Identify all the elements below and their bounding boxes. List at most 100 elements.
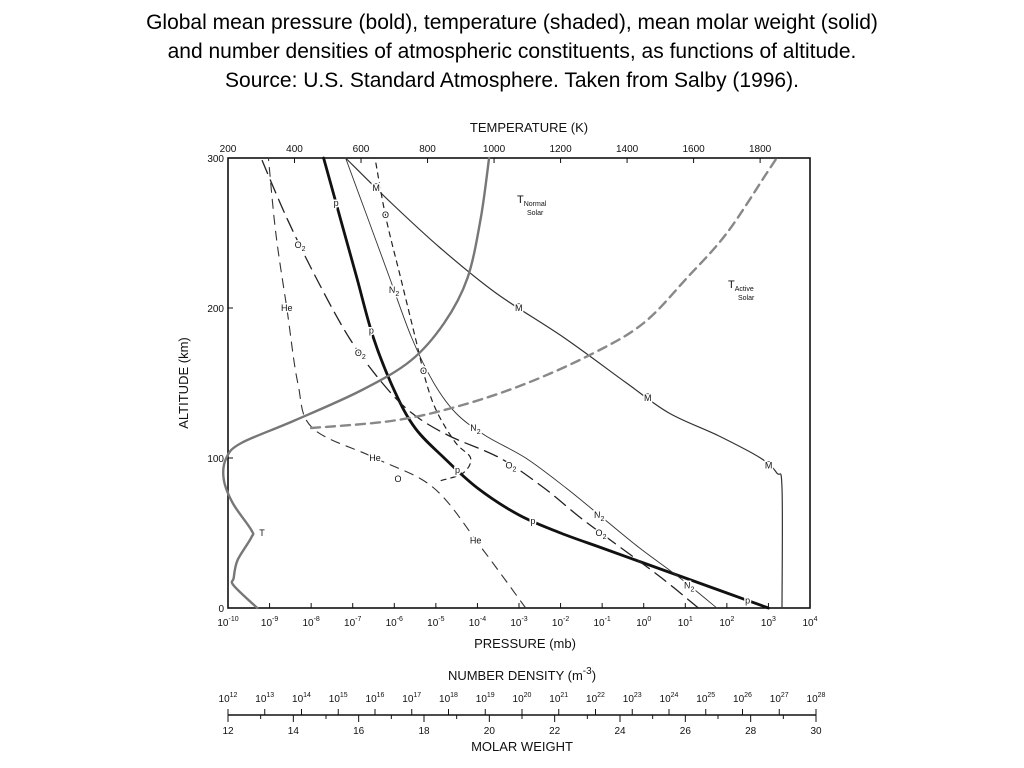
curve-n2 xyxy=(345,157,718,609)
density-tick-label: 1026 xyxy=(733,692,752,705)
curve-he xyxy=(267,157,527,609)
top-axis-title: TEMPERATURE (K) xyxy=(470,120,588,135)
label-t-active-solar-line2: Solar xyxy=(738,295,755,302)
label-o-low: O xyxy=(394,474,401,484)
label-n2: N2 xyxy=(684,581,695,594)
density-tick-label: 1022 xyxy=(586,692,605,705)
density-tick-label: 1027 xyxy=(770,692,789,705)
pressure-tick-label: 10-1 xyxy=(593,616,610,629)
pressure-tick-label: 10-9 xyxy=(261,616,278,629)
pressure-tick-label: 10-8 xyxy=(302,616,319,629)
label-p: p xyxy=(455,465,460,475)
molar-tick-label: 16 xyxy=(353,726,365,737)
label-n2: N2 xyxy=(594,510,605,523)
label-t-normal-solar: TNormal xyxy=(517,194,547,208)
molar-tick-label: 20 xyxy=(484,726,496,737)
molar-tick-label: 14 xyxy=(288,726,300,737)
top-tick-label: 1200 xyxy=(549,144,572,155)
density-tick-label: 1019 xyxy=(476,692,495,705)
label-p: p xyxy=(530,516,535,526)
molar-tick-label: 18 xyxy=(418,726,430,737)
label-he: He xyxy=(281,303,293,313)
curve-o xyxy=(374,157,472,482)
left-tick-label: 300 xyxy=(207,154,224,165)
molar-tick-label: 22 xyxy=(549,726,561,737)
label-p: p xyxy=(334,198,339,208)
pressure-tick-label: 10-4 xyxy=(469,616,486,629)
label-m-bar: M̄ xyxy=(644,393,652,403)
pressure-tick-label: 103 xyxy=(761,616,776,629)
pressure-tick-label: 100 xyxy=(636,616,651,629)
curve-t xyxy=(222,156,491,610)
density-axis-title: NUMBER DENSITY (m-3) xyxy=(448,666,596,683)
top-tick-label: 1600 xyxy=(682,144,705,155)
density-tick-label: 1018 xyxy=(439,692,458,705)
molar-tick-label: 26 xyxy=(680,726,692,737)
density-tick-label: 1013 xyxy=(255,692,274,705)
pressure-tick-label: 10-7 xyxy=(344,616,361,629)
top-tick-label: 1400 xyxy=(616,144,639,155)
molar-tick-label: 24 xyxy=(614,726,626,737)
density-tick-label: 1025 xyxy=(696,692,715,705)
left-tick-label: 200 xyxy=(207,304,224,315)
label-p: p xyxy=(745,596,750,606)
label-n2: N2 xyxy=(470,423,481,436)
density-tick-label: 1017 xyxy=(402,692,421,705)
curve-m- xyxy=(345,157,783,609)
label-t: T xyxy=(259,528,265,538)
pressure-tick-label: 101 xyxy=(678,616,693,629)
density-tick-label: 1023 xyxy=(623,692,642,705)
left-axis-title: ALTITUDE (km) xyxy=(176,337,191,428)
curve-t-active-solar xyxy=(309,156,778,430)
density-tick-label: 1014 xyxy=(292,692,311,705)
label-t-normal-solar-line2: Solar xyxy=(527,210,544,217)
top-tick-label: 200 xyxy=(220,144,237,155)
density-tick-label: 1015 xyxy=(329,692,348,705)
molar-axis-title: MOLAR WEIGHT xyxy=(471,739,573,754)
density-tick-label: 1016 xyxy=(366,692,385,705)
molar-tick-label: 28 xyxy=(745,726,757,737)
label-p: p xyxy=(369,326,374,336)
label-o: O xyxy=(382,210,389,220)
curve-p xyxy=(322,156,770,610)
plot-frame xyxy=(227,157,811,609)
density-tick-label: 1021 xyxy=(549,692,568,705)
label-he: He xyxy=(470,536,482,546)
pressure-tick-label: 102 xyxy=(719,616,734,629)
caption-line-3: Source: U.S. Standard Atmosphere. Taken … xyxy=(225,69,799,92)
label-m-bar: M̄ xyxy=(372,183,380,193)
label-o2: O2 xyxy=(355,348,366,361)
label-t-active-solar: TActive xyxy=(728,279,754,293)
pressure-tick-label: 10-2 xyxy=(552,616,569,629)
label-m-bar: M̄ xyxy=(765,461,773,471)
label-n2: N2 xyxy=(389,285,400,298)
label-m-bar: M̄ xyxy=(515,303,523,313)
label-o2: O2 xyxy=(506,461,517,474)
label-o2: O2 xyxy=(295,240,306,253)
top-tick-label: 400 xyxy=(286,144,303,155)
label-o2: O2 xyxy=(596,528,607,541)
density-tick-label: 1020 xyxy=(513,692,532,705)
label-o: O xyxy=(420,366,427,376)
caption-line-1: Global mean pressure (bold), temperature… xyxy=(146,11,878,34)
top-tick-label: 600 xyxy=(353,144,370,155)
density-tick-label: 1024 xyxy=(660,692,679,705)
top-tick-label: 800 xyxy=(419,144,436,155)
pressure-tick-label: 10-6 xyxy=(386,616,403,629)
density-tick-label: 1012 xyxy=(219,692,238,705)
bottom-axis-title: PRESSURE (mb) xyxy=(474,636,576,651)
left-tick-label: 100 xyxy=(207,454,224,465)
caption-line-2: and number densities of atmospheric cons… xyxy=(167,40,857,63)
left-tick-label: 0 xyxy=(218,604,224,615)
pressure-tick-label: 104 xyxy=(802,616,817,629)
pressure-tick-label: 10-3 xyxy=(510,616,527,629)
pressure-tick-label: 10-10 xyxy=(217,616,238,629)
pressure-tick-label: 10-5 xyxy=(427,616,444,629)
curve-o2 xyxy=(260,157,700,609)
density-tick-label: 1028 xyxy=(807,692,826,705)
top-tick-label: 1000 xyxy=(483,144,506,155)
molar-tick-label: 30 xyxy=(810,726,822,737)
label-he: He xyxy=(369,453,381,463)
molar-tick-label: 12 xyxy=(222,726,234,737)
